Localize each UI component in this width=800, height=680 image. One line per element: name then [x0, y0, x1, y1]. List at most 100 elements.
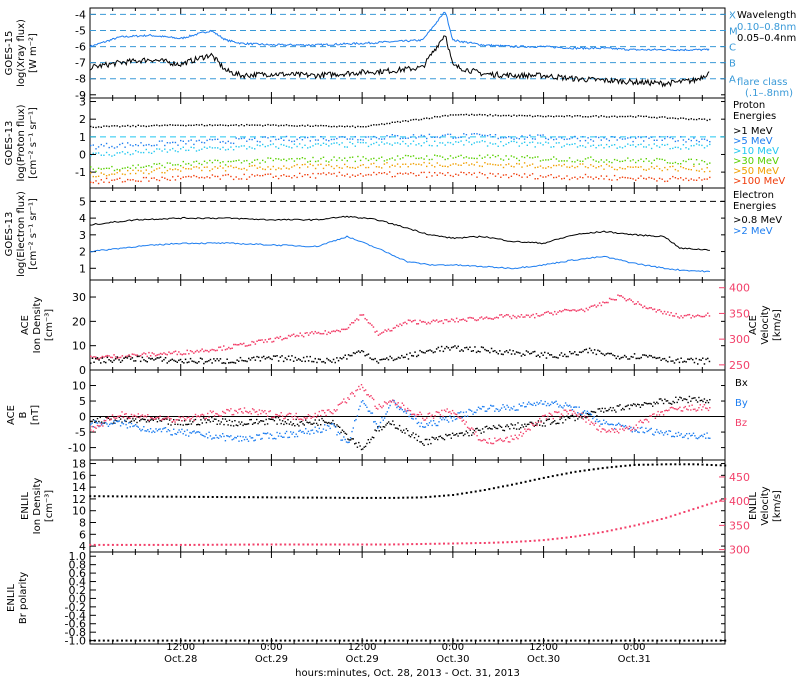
data-point — [514, 315, 516, 318]
data-point — [578, 309, 581, 311]
data-point — [254, 439, 256, 441]
data-point — [555, 313, 558, 315]
data-point — [411, 543, 414, 546]
data-point — [409, 413, 412, 416]
data-point — [478, 133, 481, 136]
data-point — [164, 124, 166, 126]
data-point — [401, 431, 403, 433]
data-point — [172, 164, 174, 166]
data-point — [478, 165, 481, 167]
data-point — [166, 151, 169, 153]
data-point — [657, 309, 659, 311]
data-point — [113, 173, 116, 175]
data-point — [536, 423, 538, 425]
data-point — [148, 180, 150, 182]
data-point — [669, 430, 672, 432]
data-point — [280, 422, 282, 425]
data-point — [222, 124, 224, 126]
data-point — [276, 423, 278, 425]
data-point — [632, 116, 634, 118]
data-point — [428, 438, 431, 441]
data-point — [476, 141, 478, 143]
data-point — [443, 418, 446, 421]
data-point — [521, 114, 523, 117]
data-point — [185, 419, 187, 421]
data-point — [376, 330, 378, 332]
data-point — [243, 137, 245, 139]
data-point — [701, 179, 703, 181]
data-point — [524, 639, 527, 642]
data-point — [597, 467, 600, 470]
data-point — [533, 425, 535, 427]
data-point — [334, 496, 337, 499]
data-point — [285, 145, 288, 147]
data-point — [558, 160, 560, 162]
data-point — [262, 432, 265, 434]
data-point — [279, 414, 281, 417]
data-point — [180, 177, 182, 180]
data-point — [100, 168, 102, 170]
data-point — [246, 148, 248, 150]
data-point — [403, 411, 405, 413]
data-point — [214, 138, 216, 141]
data-point — [627, 299, 629, 301]
data-point — [351, 430, 353, 433]
data-point — [426, 417, 428, 419]
data-point — [357, 155, 359, 158]
data-point — [152, 639, 155, 642]
data-point — [651, 463, 654, 466]
data-point — [624, 405, 627, 408]
data-point — [452, 494, 455, 496]
data-point — [519, 316, 521, 318]
data-point — [206, 139, 208, 142]
data-point — [291, 334, 293, 336]
data-point — [344, 175, 346, 177]
data-point — [193, 639, 196, 642]
data-point — [213, 358, 215, 360]
data-point — [157, 495, 160, 498]
data-point — [219, 162, 221, 164]
data-point — [382, 405, 384, 407]
data-point — [523, 156, 526, 159]
data-point — [526, 115, 528, 117]
data-point — [217, 124, 219, 126]
data-point — [566, 410, 568, 413]
data-point — [260, 412, 262, 415]
data-point — [279, 432, 281, 435]
y-axis-label: log(Electron flux) — [16, 191, 27, 277]
data-point — [292, 431, 295, 434]
data-point — [455, 317, 458, 320]
data-point — [374, 420, 376, 423]
y-axis-label: B — [18, 411, 29, 418]
data-point — [248, 357, 250, 360]
y-axis-label: ACE — [20, 315, 31, 335]
data-point — [510, 175, 513, 177]
data-point — [441, 156, 444, 158]
data-point — [253, 356, 255, 359]
data-point — [603, 354, 606, 357]
data-point — [132, 418, 134, 420]
data-point — [357, 350, 360, 352]
data-point — [235, 166, 237, 168]
data-point — [665, 430, 667, 433]
data-point — [311, 543, 314, 546]
data-point — [695, 118, 698, 121]
data-point — [613, 136, 616, 138]
data-point — [376, 360, 378, 363]
data-point — [656, 401, 658, 403]
data-point — [379, 426, 382, 428]
data-point — [539, 356, 541, 358]
data-point — [339, 330, 341, 333]
data-point — [685, 177, 687, 180]
data-point — [275, 138, 277, 141]
data-point — [133, 425, 135, 427]
data-point — [174, 350, 177, 352]
data-point — [343, 496, 346, 499]
data-point — [129, 153, 132, 156]
y-axis-label: Ion Density — [32, 478, 43, 535]
data-point — [444, 158, 446, 161]
data-point — [296, 416, 299, 419]
data-point — [709, 141, 711, 143]
data-point — [173, 428, 175, 430]
data-point — [195, 140, 198, 142]
